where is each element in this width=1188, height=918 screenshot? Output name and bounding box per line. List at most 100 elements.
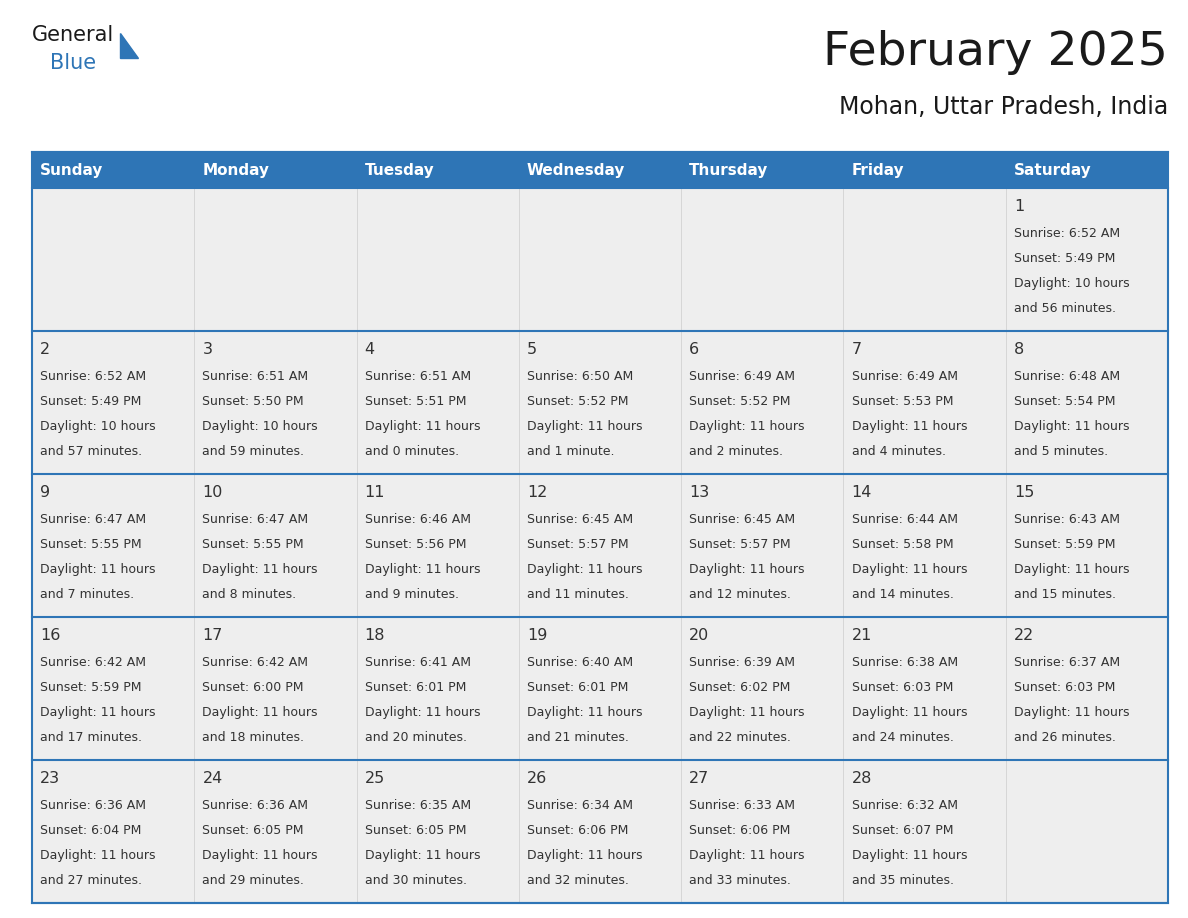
Polygon shape — [120, 33, 138, 58]
Text: 13: 13 — [689, 486, 709, 500]
Bar — [1006, 188, 1168, 331]
Text: 23: 23 — [40, 771, 61, 787]
Text: 18: 18 — [365, 629, 385, 644]
Text: Daylight: 11 hours: Daylight: 11 hours — [689, 848, 804, 862]
Text: 9: 9 — [40, 486, 50, 500]
Text: Daylight: 11 hours: Daylight: 11 hours — [202, 563, 318, 576]
Text: Sunset: 6:06 PM: Sunset: 6:06 PM — [527, 823, 628, 836]
Text: Daylight: 11 hours: Daylight: 11 hours — [365, 563, 480, 576]
Bar — [519, 188, 681, 331]
Text: 14: 14 — [852, 486, 872, 500]
Bar — [195, 760, 356, 903]
Text: and 26 minutes.: and 26 minutes. — [1013, 731, 1116, 744]
Text: Daylight: 11 hours: Daylight: 11 hours — [852, 563, 967, 576]
Text: Sunrise: 6:52 AM: Sunrise: 6:52 AM — [1013, 227, 1120, 240]
Bar — [356, 474, 519, 617]
Text: Sunrise: 6:51 AM: Sunrise: 6:51 AM — [365, 370, 470, 383]
Text: Sunset: 6:01 PM: Sunset: 6:01 PM — [527, 680, 628, 694]
Text: Daylight: 11 hours: Daylight: 11 hours — [40, 563, 156, 576]
Text: Sunset: 5:54 PM: Sunset: 5:54 PM — [1013, 395, 1116, 408]
Text: Sunset: 6:05 PM: Sunset: 6:05 PM — [202, 823, 304, 836]
Text: 24: 24 — [202, 771, 222, 787]
Bar — [843, 760, 1006, 903]
Text: Sunset: 6:00 PM: Sunset: 6:00 PM — [202, 680, 304, 694]
Text: Sunset: 5:55 PM: Sunset: 5:55 PM — [202, 538, 304, 551]
Text: 28: 28 — [852, 771, 872, 787]
Text: Sunset: 6:06 PM: Sunset: 6:06 PM — [689, 823, 791, 836]
Bar — [519, 617, 681, 760]
Text: Daylight: 11 hours: Daylight: 11 hours — [40, 848, 156, 862]
Bar — [519, 760, 681, 903]
Text: 1: 1 — [1013, 199, 1024, 215]
Text: Sunrise: 6:45 AM: Sunrise: 6:45 AM — [527, 512, 633, 526]
Text: and 18 minutes.: and 18 minutes. — [202, 731, 304, 744]
Text: Daylight: 11 hours: Daylight: 11 hours — [202, 848, 318, 862]
Text: Daylight: 10 hours: Daylight: 10 hours — [1013, 276, 1130, 290]
Bar — [843, 188, 1006, 331]
Text: Sunset: 6:05 PM: Sunset: 6:05 PM — [365, 823, 466, 836]
Text: and 20 minutes.: and 20 minutes. — [365, 731, 467, 744]
Text: Daylight: 11 hours: Daylight: 11 hours — [202, 706, 318, 719]
Text: and 1 minute.: and 1 minute. — [527, 444, 614, 458]
Bar — [1006, 617, 1168, 760]
Text: 11: 11 — [365, 486, 385, 500]
Text: Sunrise: 6:51 AM: Sunrise: 6:51 AM — [202, 370, 309, 383]
Bar — [519, 474, 681, 617]
Text: Sunset: 6:01 PM: Sunset: 6:01 PM — [365, 680, 466, 694]
Bar — [195, 188, 356, 331]
Bar — [32, 474, 195, 617]
Text: Daylight: 11 hours: Daylight: 11 hours — [852, 706, 967, 719]
Text: 22: 22 — [1013, 629, 1034, 644]
Bar — [1006, 331, 1168, 474]
Text: Sunset: 5:59 PM: Sunset: 5:59 PM — [1013, 538, 1116, 551]
Bar — [681, 760, 843, 903]
Text: 3: 3 — [202, 342, 213, 357]
Text: and 57 minutes.: and 57 minutes. — [40, 444, 143, 458]
Bar — [32, 152, 1168, 188]
Bar — [1006, 760, 1168, 903]
Text: and 15 minutes.: and 15 minutes. — [1013, 588, 1116, 600]
Bar — [195, 331, 356, 474]
Text: Daylight: 11 hours: Daylight: 11 hours — [365, 706, 480, 719]
Text: Sunset: 5:52 PM: Sunset: 5:52 PM — [527, 395, 628, 408]
Text: Sunrise: 6:40 AM: Sunrise: 6:40 AM — [527, 655, 633, 668]
Text: Sunrise: 6:36 AM: Sunrise: 6:36 AM — [202, 799, 309, 812]
Bar — [681, 188, 843, 331]
Text: Daylight: 11 hours: Daylight: 11 hours — [852, 420, 967, 432]
Text: 17: 17 — [202, 629, 223, 644]
Text: 20: 20 — [689, 629, 709, 644]
Text: Sunrise: 6:36 AM: Sunrise: 6:36 AM — [40, 799, 146, 812]
Text: 4: 4 — [365, 342, 374, 357]
Text: and 12 minutes.: and 12 minutes. — [689, 588, 791, 600]
Text: 2: 2 — [40, 342, 50, 357]
Bar — [32, 760, 195, 903]
Text: and 0 minutes.: and 0 minutes. — [365, 444, 459, 458]
Text: and 21 minutes.: and 21 minutes. — [527, 731, 628, 744]
Text: Sunset: 5:52 PM: Sunset: 5:52 PM — [689, 395, 791, 408]
Text: and 4 minutes.: and 4 minutes. — [852, 444, 946, 458]
Text: Sunset: 5:57 PM: Sunset: 5:57 PM — [527, 538, 628, 551]
Text: Sunrise: 6:48 AM: Sunrise: 6:48 AM — [1013, 370, 1120, 383]
Bar — [356, 760, 519, 903]
Text: Daylight: 10 hours: Daylight: 10 hours — [40, 420, 156, 432]
Text: Sunset: 5:50 PM: Sunset: 5:50 PM — [202, 395, 304, 408]
Text: and 5 minutes.: and 5 minutes. — [1013, 444, 1108, 458]
Text: and 22 minutes.: and 22 minutes. — [689, 731, 791, 744]
Text: Daylight: 11 hours: Daylight: 11 hours — [527, 420, 643, 432]
Text: Sunrise: 6:47 AM: Sunrise: 6:47 AM — [40, 512, 146, 526]
Text: 15: 15 — [1013, 486, 1035, 500]
Text: 26: 26 — [527, 771, 548, 787]
Text: Sunset: 5:57 PM: Sunset: 5:57 PM — [689, 538, 791, 551]
Text: Friday: Friday — [852, 162, 904, 177]
Bar — [843, 331, 1006, 474]
Text: Sunday: Sunday — [40, 162, 103, 177]
Text: General: General — [32, 25, 114, 45]
Bar — [843, 617, 1006, 760]
Bar — [32, 617, 195, 760]
Text: Tuesday: Tuesday — [365, 162, 435, 177]
Text: Sunrise: 6:41 AM: Sunrise: 6:41 AM — [365, 655, 470, 668]
Text: Mohan, Uttar Pradesh, India: Mohan, Uttar Pradesh, India — [839, 95, 1168, 119]
Text: Sunrise: 6:39 AM: Sunrise: 6:39 AM — [689, 655, 795, 668]
Bar — [681, 474, 843, 617]
Bar — [195, 474, 356, 617]
